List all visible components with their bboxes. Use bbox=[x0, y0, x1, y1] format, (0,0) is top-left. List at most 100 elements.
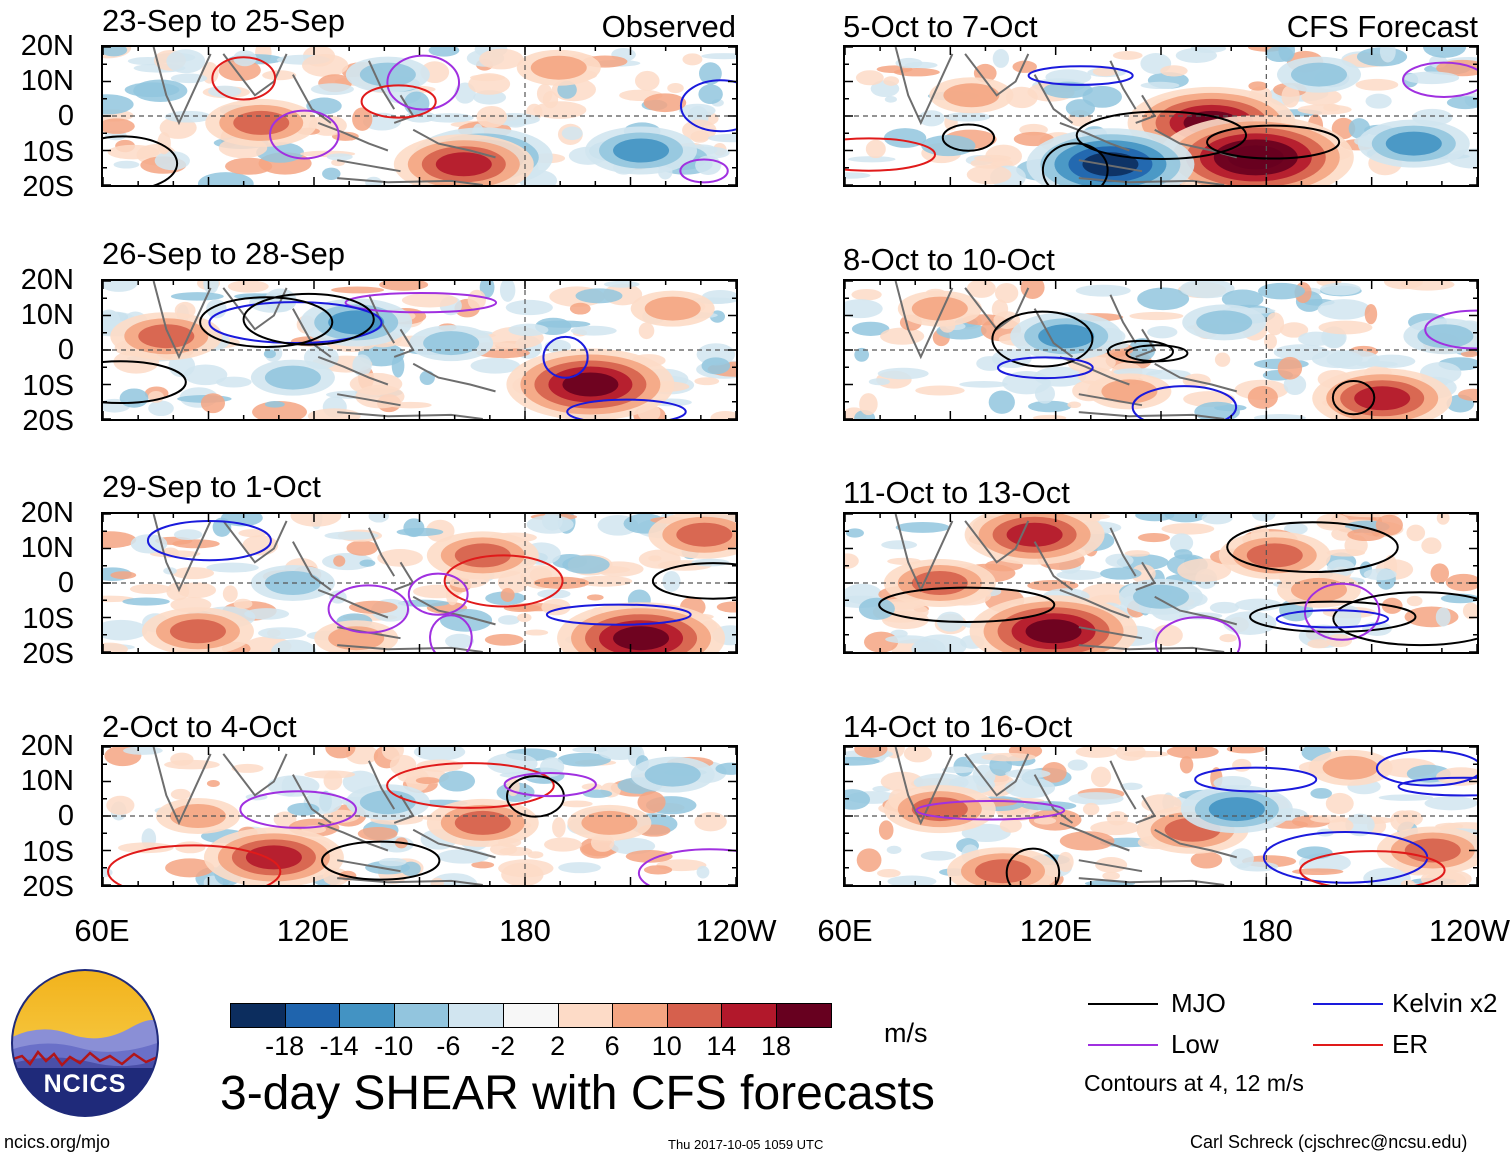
coastline bbox=[1033, 74, 1074, 124]
shear-cell bbox=[326, 153, 353, 161]
shear-cell bbox=[1090, 820, 1140, 836]
colorbar-swatch bbox=[339, 1003, 395, 1028]
shear-cell bbox=[1147, 325, 1178, 339]
shear-cell bbox=[988, 390, 1015, 414]
shear-cell bbox=[887, 875, 937, 885]
shear-cell bbox=[377, 549, 423, 567]
shear-cell bbox=[173, 529, 203, 541]
shear-cell bbox=[324, 531, 379, 540]
shear-cell bbox=[200, 393, 226, 414]
shear-cell bbox=[1020, 281, 1045, 300]
wave-contour bbox=[1249, 600, 1417, 633]
shear-cell bbox=[696, 865, 710, 879]
shear-cell bbox=[1462, 602, 1477, 620]
coastline bbox=[367, 527, 396, 577]
shear-cell bbox=[1152, 624, 1183, 647]
colorbar-label: 6 bbox=[604, 1031, 620, 1061]
shear-cell bbox=[1135, 514, 1175, 522]
shear-cell bbox=[864, 631, 899, 652]
shear-cell bbox=[1067, 401, 1082, 409]
shear-cell bbox=[445, 633, 474, 649]
coastline bbox=[894, 281, 954, 360]
legend-label-er: ER bbox=[1392, 1029, 1429, 1059]
colorbar-swatch bbox=[230, 1003, 286, 1028]
map-panel-fc-2 bbox=[843, 279, 1479, 421]
shear-cell bbox=[352, 354, 372, 377]
wave-contour bbox=[360, 84, 437, 119]
shear-cell bbox=[868, 378, 890, 386]
shear-cell bbox=[1115, 747, 1146, 761]
shear-cell bbox=[1278, 47, 1296, 62]
shear-cell bbox=[1247, 386, 1278, 409]
coastline bbox=[337, 393, 401, 407]
shear-cell bbox=[855, 70, 884, 86]
panel-title-obs-4: 2-Oct to 4-Oct bbox=[102, 709, 297, 744]
shear-cell bbox=[322, 167, 341, 180]
panel-title-obs-2: 26-Sep to 28-Sep bbox=[102, 236, 346, 271]
shear-cell bbox=[346, 540, 378, 556]
wave-contour bbox=[107, 844, 282, 885]
coastline bbox=[1109, 60, 1137, 110]
lat-tick: 20S bbox=[22, 871, 74, 903]
shear-anomaly bbox=[264, 365, 321, 390]
shear-cell bbox=[961, 823, 1011, 843]
shear-cell bbox=[1100, 567, 1142, 580]
shear-cell bbox=[1435, 607, 1451, 627]
shear-cell bbox=[1131, 564, 1156, 584]
wave-contour bbox=[545, 603, 692, 626]
shear-cell bbox=[701, 289, 736, 304]
shear-cell bbox=[1248, 81, 1268, 91]
shear-cell bbox=[301, 54, 349, 77]
shear-cell bbox=[701, 357, 731, 375]
shear-cell bbox=[845, 528, 864, 538]
panel-title-obs-3: 29-Sep to 1-Oct bbox=[102, 469, 321, 504]
shear-cell bbox=[562, 555, 610, 574]
shear-cell bbox=[576, 575, 633, 587]
shear-cell bbox=[880, 327, 925, 345]
wave-contour bbox=[239, 790, 358, 829]
shear-cell bbox=[540, 757, 565, 777]
shear-cell bbox=[524, 629, 549, 636]
shear-cell bbox=[484, 633, 524, 646]
shear-cell bbox=[966, 165, 1012, 185]
footer-url[interactable]: ncics.org/mjo bbox=[4, 1132, 111, 1152]
shear-cell bbox=[1166, 747, 1219, 759]
shear-cell bbox=[895, 57, 923, 69]
shear-cell bbox=[1075, 284, 1131, 297]
shear-cell bbox=[1068, 792, 1124, 805]
map-panel-obs-3 bbox=[101, 512, 738, 654]
shear-cell bbox=[304, 770, 356, 779]
forecast-label: CFS Forecast bbox=[1286, 9, 1478, 44]
shear-cell bbox=[470, 357, 521, 374]
lon-tick: 120W bbox=[1429, 915, 1510, 946]
map-field bbox=[103, 47, 736, 185]
shear-cell bbox=[920, 850, 957, 861]
coastline bbox=[1078, 859, 1143, 873]
wave-contour bbox=[1106, 339, 1174, 364]
shear-cell bbox=[854, 747, 888, 758]
shear-cell bbox=[966, 281, 996, 298]
shear-cell bbox=[1190, 851, 1223, 869]
wave-contour bbox=[1125, 344, 1189, 363]
shear-cell bbox=[1090, 766, 1112, 788]
coastline bbox=[337, 159, 401, 173]
shear-cell bbox=[1406, 595, 1423, 607]
panel-title-fc-1: 5-Oct to 7-Oct bbox=[843, 9, 1038, 44]
shear-cell bbox=[716, 601, 736, 613]
shear-anomaly bbox=[644, 296, 701, 321]
shear-cell bbox=[1307, 639, 1330, 649]
wave-contour bbox=[1397, 776, 1477, 797]
coastline bbox=[1154, 595, 1238, 626]
shear-cell bbox=[290, 514, 342, 527]
shear-cell bbox=[845, 172, 871, 179]
wave-contour bbox=[321, 840, 441, 881]
main-title: 3-day SHEAR with CFS forecasts bbox=[220, 1067, 935, 1120]
coastline bbox=[1078, 159, 1143, 173]
panel-title-obs-1: 23-Sep to 25-Sep bbox=[102, 3, 346, 38]
coastline bbox=[1109, 760, 1137, 810]
shear-anomaly bbox=[169, 619, 226, 644]
shear-cell bbox=[581, 783, 603, 791]
coastline bbox=[1078, 393, 1143, 407]
logo-text: NCICS bbox=[43, 1070, 127, 1098]
lat-tick: 10N bbox=[20, 299, 74, 331]
